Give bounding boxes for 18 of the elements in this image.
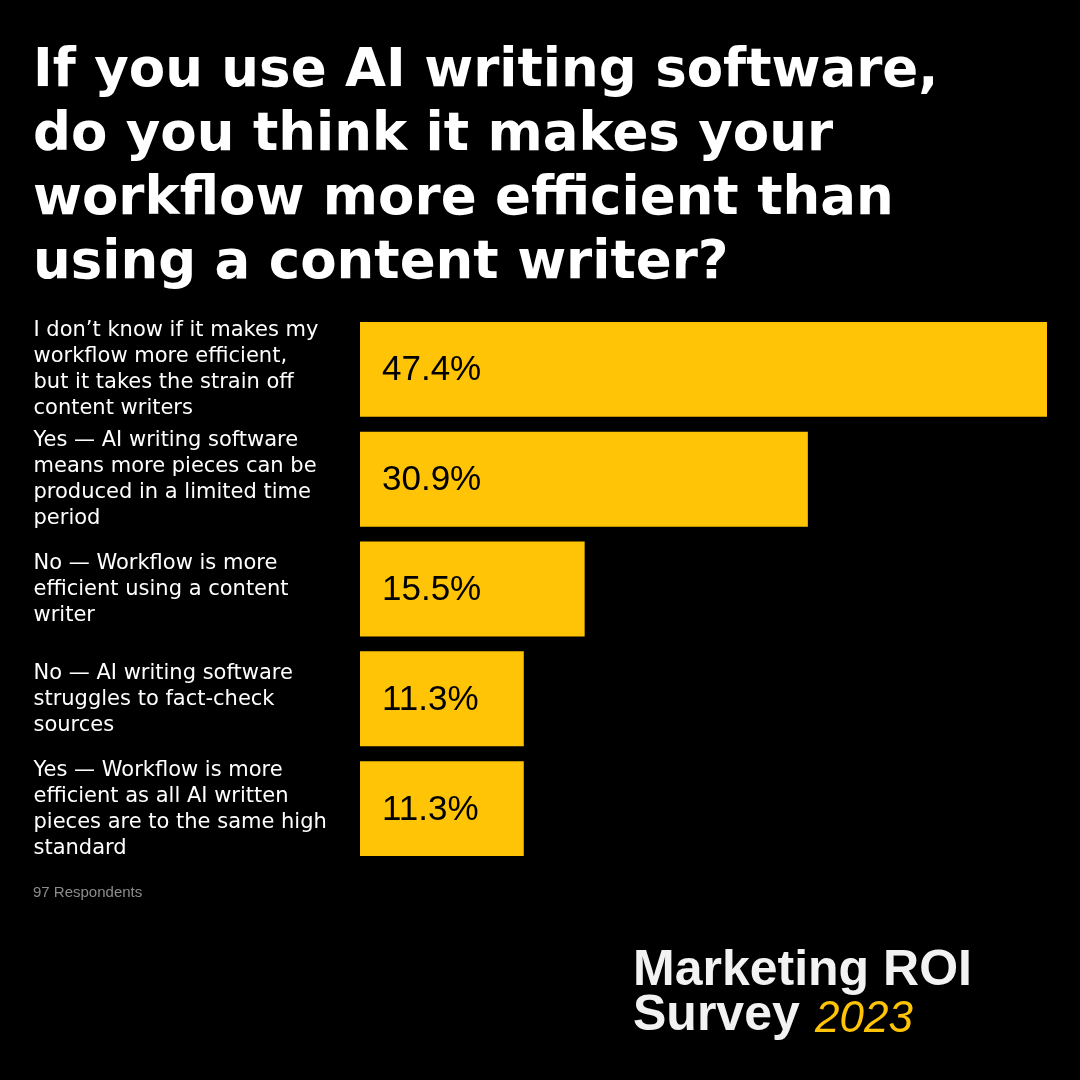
data-label: 11.3%: [382, 787, 479, 827]
data-label: 11.3%: [382, 677, 479, 717]
text: Marketing ROI Survey 2023: [633, 940, 972, 1041]
y-tick-label: No — AI writing software struggles to fact-check sources: [33, 659, 293, 736]
bar: [360, 651, 524, 747]
bar: [360, 761, 524, 856]
text: 97 Respondents: [33, 883, 143, 900]
y-tick-label: Yes — AI writing software means more pieces can be produced in a limited time period: [32, 427, 317, 530]
data-label: 15.5%: [382, 568, 482, 607]
bar: [360, 541, 585, 637]
data-label: 47.4%: [382, 348, 482, 388]
data-label: 30.9%: [382, 458, 482, 498]
y-tick-label: I don’t know if it makes my workflow more efficient, but it takes the strain off content writers: [33, 317, 319, 420]
chart-title: If you use AI writing software, do you think it makes your workflow more efficient than using a content writer?: [33, 36, 939, 290]
bar: [360, 322, 1047, 417]
bar: [360, 431, 808, 527]
y-tick-label: Yes — Workflow is more efficient as all AI written pieces are to the same high standard: [32, 756, 327, 859]
y-tick-label: No — Workflow is more efficient using a content writer: [33, 550, 289, 626]
